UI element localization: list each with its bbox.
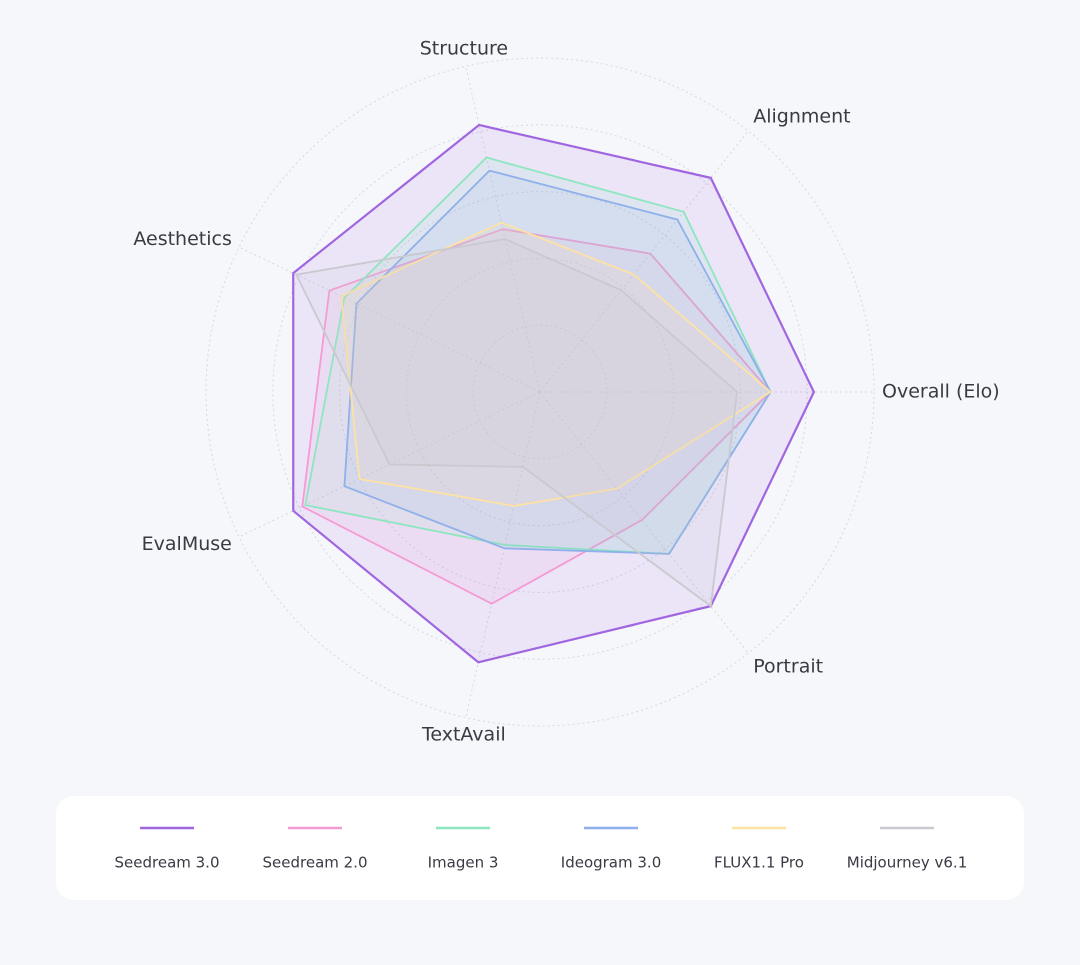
grid-ring: [272, 124, 808, 660]
legend-label: Midjourney v6.1: [847, 854, 968, 872]
axis-label: Overall (Elo): [882, 381, 1000, 403]
axis-label: EvalMuse: [142, 533, 232, 555]
spoke: [465, 391, 541, 718]
series-area: [340, 221, 772, 507]
grid-ring: [205, 57, 875, 727]
axis-label: TextAvail: [421, 724, 506, 746]
spoke: [539, 130, 749, 393]
legend-label: Ideogram 3.0: [561, 854, 661, 872]
legend-label: Seedream 2.0: [263, 854, 368, 872]
spoke: [539, 391, 749, 654]
series-area: [301, 228, 772, 605]
axis-label: Structure: [420, 37, 508, 59]
grid-ring: [405, 257, 675, 527]
legend-label: FLUX1.1 Pro: [714, 854, 804, 872]
axis-label: Portrait: [753, 656, 823, 678]
spoke: [238, 246, 541, 393]
legend-label: Seedream 3.0: [115, 854, 220, 872]
axis-label: Aesthetics: [133, 228, 232, 250]
legend-label: Imagen 3: [428, 854, 499, 872]
axis-label: Alignment: [753, 105, 850, 127]
legend-box: [56, 796, 1024, 900]
series-area: [295, 238, 738, 608]
